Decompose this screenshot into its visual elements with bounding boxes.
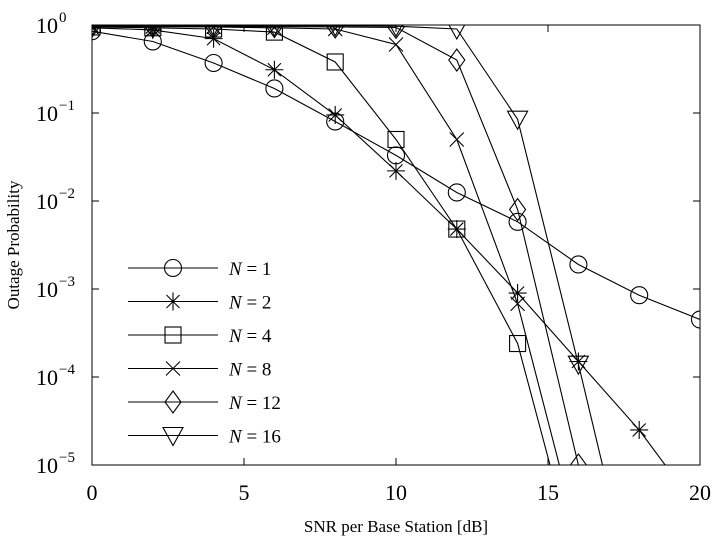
legend-entry: N = 1: [128, 258, 271, 280]
data-point: [204, 29, 223, 48]
data-point: [387, 130, 405, 149]
legend-label: N = 12: [228, 393, 281, 414]
data-point: [267, 25, 282, 37]
data-point: [508, 197, 527, 222]
legend-background: [118, 252, 318, 450]
legend-marker: [163, 258, 183, 278]
x-tick-label: 20: [689, 480, 711, 505]
data-point: [506, 110, 529, 131]
legend-entry: N = 4: [128, 326, 272, 347]
data-point: [448, 25, 466, 41]
x-tick-label: 10: [385, 480, 407, 505]
data-point: [265, 60, 284, 79]
series-diamond: [92, 25, 588, 465]
data-point: [508, 212, 527, 231]
data-point: [387, 25, 405, 40]
legend-entry: N = 12: [128, 390, 281, 414]
data-point: [448, 220, 466, 238]
legend-label: N = 1: [228, 259, 271, 280]
legend: N = 1 N = 2 N = 4 N = 8 N = 12 N = 16: [118, 252, 318, 450]
data-point: [327, 25, 343, 37]
legend-label: N = 4: [228, 326, 272, 347]
y-tick-exponent: −1: [59, 98, 75, 114]
series-star: [92, 25, 666, 465]
data-point: [267, 25, 282, 36]
legend-label: N = 8: [228, 360, 271, 381]
data-point: [265, 79, 284, 98]
data-point: [326, 105, 345, 124]
data-point: [509, 334, 527, 353]
legend-entry: N = 2: [128, 292, 271, 314]
data-point: [146, 25, 160, 37]
legend-entry: N = 8: [128, 360, 271, 381]
data-point: [265, 25, 283, 41]
legend-marker: [164, 292, 182, 311]
y-tick-label: 10: [36, 189, 58, 214]
series-triangle-down: [92, 25, 604, 465]
data-point: [387, 161, 405, 180]
x-tick-label: 0: [87, 480, 98, 505]
data-point: [630, 286, 649, 305]
data-point: [510, 296, 525, 312]
legend-entry: N = 16: [128, 427, 281, 448]
x-axis-title: SNR per Base Station [dB]: [304, 517, 488, 536]
series-line: [92, 25, 604, 465]
y-tick-label: 10: [36, 101, 58, 126]
data-point: [447, 183, 466, 202]
x-tick-label: 15: [537, 480, 559, 505]
data-point: [630, 420, 649, 439]
data-point: [448, 48, 466, 72]
data-point: [449, 132, 465, 147]
data-point: [204, 25, 223, 39]
data-point: [567, 355, 590, 376]
y-tick-label: 10: [36, 13, 58, 38]
y-axis-title: Outage Probability: [4, 180, 23, 309]
legend-marker: [165, 361, 181, 376]
series-line: [92, 30, 700, 321]
data-point: [569, 453, 588, 465]
series-line: [92, 25, 580, 465]
legend-label: N = 2: [228, 293, 271, 314]
data-point: [326, 53, 344, 71]
legend-marker: [164, 390, 182, 414]
legend-label: N = 16: [228, 427, 281, 448]
data-point: [144, 25, 162, 39]
data-point: [204, 53, 223, 73]
data-point: [328, 25, 342, 37]
y-tick-exponent: −5: [59, 450, 75, 466]
data-point: [508, 284, 527, 303]
data-point: [569, 352, 588, 371]
data-point: [206, 25, 221, 37]
legend-marker: [162, 426, 184, 447]
data-point: [388, 37, 404, 52]
data-point: [569, 255, 588, 274]
data-point: [265, 25, 284, 39]
y-tick-exponent: −3: [59, 274, 75, 290]
y-tick-label: 10: [36, 365, 58, 390]
y-tick-exponent: −4: [59, 362, 75, 378]
x-tick-label: 5: [239, 480, 250, 505]
y-tick-exponent: 0: [59, 10, 67, 26]
series-line: [92, 26, 551, 465]
y-tick-exponent: −2: [59, 186, 75, 202]
legend-marker: [164, 326, 182, 344]
data-point: [690, 310, 700, 329]
data-point: [389, 25, 403, 38]
y-tick-label: 10: [36, 453, 58, 478]
data-point: [92, 25, 99, 37]
series-layer: [92, 25, 700, 465]
data-point: [326, 25, 344, 39]
y-tick-label: 10: [36, 277, 58, 302]
